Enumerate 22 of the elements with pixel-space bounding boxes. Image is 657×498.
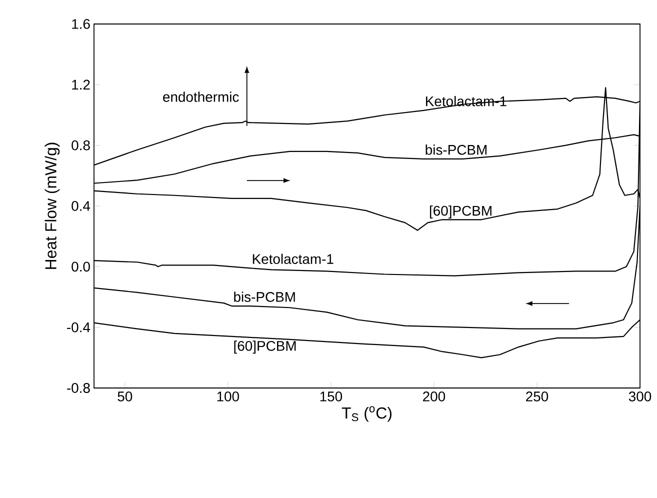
x-axis-title: T$_{S}$ ($^{o}$C)	[342, 406, 392, 422]
y-tick-label: -0.8	[67, 383, 90, 393]
annotation: endothermic	[163, 92, 239, 102]
x-tick-label: 300	[628, 392, 652, 402]
x-tick-label: 150	[320, 392, 342, 402]
y-tick-label: 1.6	[72, 19, 90, 29]
x-tick-label: 100	[217, 392, 240, 402]
series-label: bis-PCBM	[426, 144, 486, 155]
y-tick-label: 0.0	[72, 262, 90, 272]
x-tick-label: 200	[423, 392, 446, 402]
series-label: bis-PCBM	[234, 292, 295, 302]
y-tick-label: 1.2	[72, 80, 90, 90]
series-label: Ketolactam-1	[252, 254, 334, 264]
x-tick-label: 250	[526, 392, 548, 402]
y-tick-label: 0.4	[72, 201, 90, 211]
series-label: [60]PCBM	[430, 205, 492, 218]
y-tick-label: -0.4	[67, 322, 90, 332]
x-tick-label: 50	[118, 392, 132, 402]
series-label: Ketolactam-1	[426, 96, 506, 106]
series-label: [60]PCBM	[234, 340, 296, 354]
y-tick-label: 0.8	[72, 140, 90, 150]
y-axis-title: Heat Flow (mW/g)	[44, 142, 60, 269]
